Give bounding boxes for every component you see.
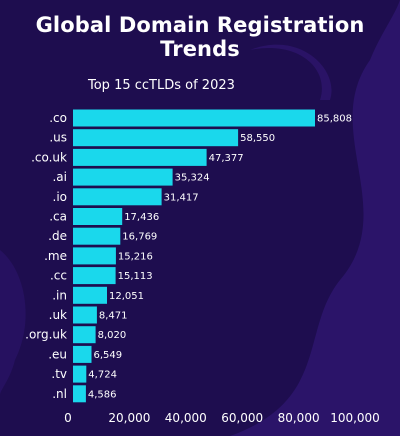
x-tick-label: 20,000	[108, 411, 150, 425]
bar-ai	[73, 168, 173, 186]
y-tick-label: .de	[48, 229, 67, 243]
data-label: 15,216	[118, 251, 153, 262]
data-label: 15,113	[118, 271, 153, 282]
y-tick-label: .org.uk	[25, 328, 67, 342]
y-tick-label: .in	[52, 288, 67, 302]
y-tick-label: .io	[53, 190, 68, 204]
chart-title: Top 15 ccTLDs of 2023	[87, 78, 235, 93]
bar-us	[73, 129, 239, 147]
y-tick-label: .eu	[48, 347, 67, 361]
bar-co	[73, 109, 315, 127]
x-tick-label: 100,000	[330, 411, 380, 425]
y-tick-label: .tv	[51, 367, 67, 381]
data-label: 35,324	[175, 173, 210, 184]
bar-eu	[73, 345, 92, 363]
y-tick-label: .ai	[52, 170, 67, 184]
y-tick-label: .me	[44, 249, 67, 263]
bar-in	[73, 286, 107, 304]
bar-nl	[73, 385, 86, 403]
bar-ca	[73, 208, 123, 225]
data-label: 4,586	[88, 389, 117, 400]
data-label: 12,051	[109, 291, 144, 302]
bar-co-uk	[73, 148, 207, 166]
x-tick-label: 40,000	[165, 411, 207, 425]
data-label: 16,769	[122, 232, 157, 243]
data-label: 17,436	[124, 212, 159, 223]
y-tick-label: .cc	[50, 269, 67, 283]
bar-cc	[73, 267, 116, 285]
data-label: 6,549	[94, 350, 123, 361]
y-tick-label: .ca	[49, 210, 67, 224]
x-tick-label: 60,000	[221, 411, 263, 425]
page-title: Global Domain Registration Trends	[35, 13, 365, 61]
data-label: 58,550	[240, 133, 275, 144]
data-label: 31,417	[164, 192, 199, 203]
y-tick-label: .co.uk	[31, 150, 67, 164]
data-label: 8,020	[98, 330, 127, 341]
bar-me	[73, 247, 116, 265]
bar-io	[73, 188, 162, 206]
data-label: 85,808	[317, 114, 352, 125]
bar-tv	[73, 365, 87, 383]
bar-org-uk	[73, 326, 96, 344]
data-label: 47,377	[209, 153, 244, 164]
data-label: 8,471	[99, 311, 128, 322]
bar-de	[73, 227, 121, 245]
y-tick-label: .uk	[49, 308, 67, 322]
x-tick-label: 0	[64, 411, 72, 425]
bar-uk	[73, 306, 97, 324]
y-tick-label: .nl	[52, 387, 67, 401]
y-tick-label: .co	[49, 111, 67, 125]
x-tick-label: 80,000	[278, 411, 320, 425]
y-tick-label: .us	[49, 131, 67, 145]
data-label: 4,724	[88, 370, 117, 381]
